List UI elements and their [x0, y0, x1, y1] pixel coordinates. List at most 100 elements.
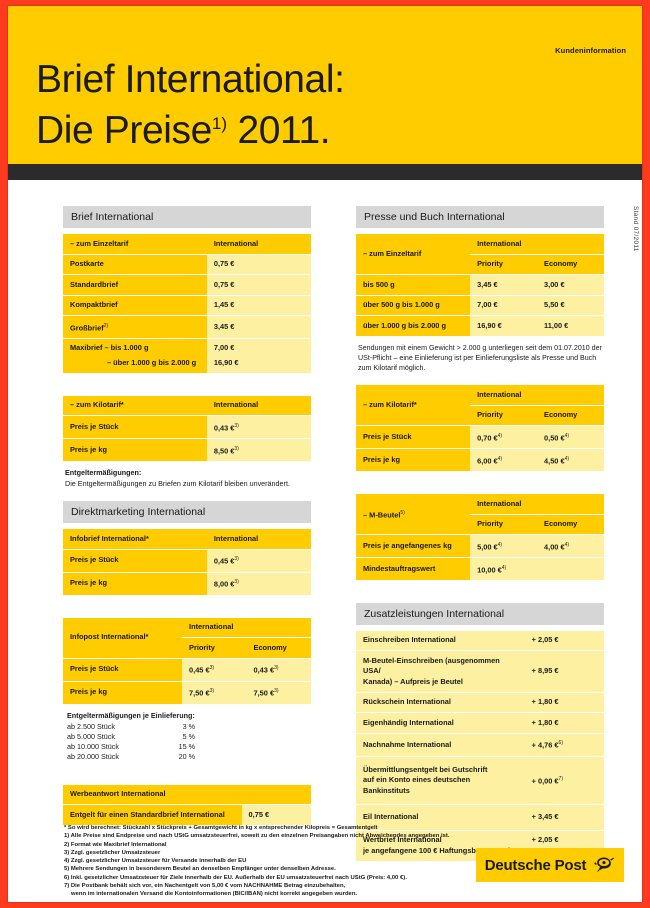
footnote-item: 1) Alle Preise sind Endpreise und nach U…	[64, 833, 450, 840]
footnote-item: 3) Zzgl. gesetzlicher Umsatzsteuer	[64, 849, 161, 856]
table-row: M-Beutel-Einschreiben (ausgenommen USA/ …	[356, 650, 604, 693]
footnote-marker: 4)	[564, 432, 570, 439]
row-value-priority: 7,50 €3)	[182, 681, 247, 705]
row-label: bis 500 g	[356, 274, 471, 296]
row-value-economy: 3,00 €	[537, 274, 604, 296]
document-sheet: Kundeninformation Brief International: D…	[8, 6, 642, 902]
discount-row: ab 5.000 Stück 5 %	[67, 732, 309, 742]
col-header-tarif: – zum Einzeltarif	[63, 234, 207, 255]
footnote-marker: 4)	[497, 455, 503, 462]
row-value: 0,43 €3)	[206, 415, 311, 440]
row-label: Maxibrief – bis 1.000 g	[63, 338, 207, 356]
footnote-marker: 4)	[497, 432, 503, 439]
table-header-row: – zum Einzeltarif International	[63, 234, 311, 255]
table-row: Preis je kg 7,50 €3) 7,50 €3)	[63, 681, 311, 705]
footnote-marker: 4)	[497, 541, 503, 548]
table-brief-kilotarif: – zum Kilotarif* International Preis je …	[63, 395, 311, 463]
table-row: Preis je Stück 0,70 €4) 0,50 €4)	[356, 425, 604, 450]
row-value: + 1,80 €	[524, 692, 604, 714]
col-header-economy: Economy	[537, 514, 604, 536]
col-header-werbeantwort: Werbeantwort International	[63, 784, 242, 806]
row-value-text: 5,00 €	[477, 542, 498, 552]
table-werbeantwort: Werbeantwort International Entgelt für e…	[63, 784, 311, 826]
row-value-text: 0,50 €	[544, 433, 565, 443]
footnote-marker: 4)	[501, 564, 507, 571]
row-value: 16,90 €	[206, 355, 311, 374]
row-label-text: Großbrief	[70, 322, 104, 332]
row-label: Preis je kg	[63, 681, 183, 705]
row-value-text: + 4,76 €	[531, 740, 559, 750]
col-header-infopost: Infopost International*	[63, 617, 183, 659]
col-header-international: International	[182, 617, 311, 639]
footnote-marker: 6)	[558, 740, 563, 747]
deutsche-post-logo: Deutsche Post	[476, 848, 624, 882]
discount-qty: ab 2.500 Stück	[67, 721, 115, 731]
row-value-priority: 3,45 €	[470, 274, 538, 296]
table-row: Standardbrief 0,75 €	[63, 274, 311, 296]
col-header-tarif: – zum Kilotarif*	[356, 385, 471, 427]
row-value-text: 8,50 €	[213, 446, 235, 456]
table-row: bis 500 g 3,45 € 3,00 €	[356, 274, 604, 296]
col-header-international: International	[470, 494, 604, 515]
note-title: Entgeltermäßigungen:	[65, 468, 142, 478]
row-label: Preis je Stück	[63, 549, 207, 573]
table-brief-einzeltarif: – zum Einzeltarif International Postkart…	[63, 234, 311, 374]
col-header-empty	[241, 784, 311, 806]
table-subheader-row: Priority Economy	[356, 254, 604, 275]
row-value: 0,75 €	[206, 254, 311, 275]
footnote-marker: 7)	[558, 776, 563, 783]
table-header-row: – M-Beutel5) International	[356, 494, 604, 536]
discount-qty: ab 5.000 Stück	[67, 732, 115, 741]
table-row: Rückschein International + 1,80 €	[356, 692, 604, 714]
row-label: über 500 g bis 1.000 g	[356, 295, 471, 316]
row-label: Preis je angefangenes kg	[356, 534, 471, 559]
row-label: Preis je kg	[63, 438, 207, 463]
table-subheader-row: Priority Economy	[356, 405, 604, 427]
table-m-beutel: – M-Beutel5) International Priority Econ…	[356, 494, 604, 581]
row-label: Übermittlungsentgelt bei Gutschrift auf …	[356, 756, 525, 806]
stand-date: Stand 07/2011	[632, 206, 639, 252]
row-value-priority: 0,70 €4)	[470, 425, 538, 450]
title-line-1: Brief International:	[36, 58, 345, 101]
discount-pct: 3 %	[182, 721, 195, 731]
discount-pct: 5 %	[182, 732, 195, 741]
table-row: Kompaktbrief 1,45 €	[63, 295, 311, 316]
col-header-priority: Priority	[470, 254, 538, 275]
row-value-text: 7,50 €	[189, 688, 210, 698]
row-value-text: 0,43 €	[213, 423, 235, 433]
footnote-marker: 3)	[234, 556, 239, 563]
row-value: 0,75 €	[241, 804, 311, 826]
col-header-international: International	[470, 385, 604, 406]
table-infobrief: Infobrief International* International P…	[63, 529, 311, 596]
footnote-marker: 3)	[209, 665, 215, 672]
row-value-economy: 11,00 €	[537, 315, 604, 337]
row-value-priority: 5,00 €4)	[470, 534, 538, 559]
section-zusatzleistungen: Zusatzleistungen International	[356, 602, 604, 625]
table-infopost: Infopost International* International Pr…	[63, 617, 311, 705]
section-presse-und-buch: Presse und Buch International	[356, 206, 604, 228]
row-label: Rückschein International	[356, 692, 525, 714]
row-label: Mindestauftragswert	[356, 557, 471, 581]
row-value: 10,00 €4)	[470, 557, 604, 581]
title-footnote-marker: 1)	[211, 114, 228, 133]
row-value: + 3,45 €	[524, 804, 604, 831]
col-header-tarif: – zum Kilotarif*	[63, 395, 207, 417]
row-value-economy: 0,43 €3)	[246, 658, 311, 682]
table-row: über 500 g bis 1.000 g 7,00 € 5,50 €	[356, 295, 604, 316]
footnote-marker: 3)	[274, 688, 279, 695]
footnote-marker: 3)	[234, 422, 239, 429]
table-header-row: – zum Einzeltarif International	[356, 234, 604, 275]
col-header-international: International	[206, 234, 311, 255]
table-header-row: Werbeantwort International	[63, 784, 311, 806]
row-value: 3,45 €	[206, 315, 311, 339]
row-value-priority: 6,00 €4)	[470, 448, 538, 473]
row-label: Einschreiben International	[356, 630, 525, 652]
note-text: Die Entgeltermäßigungen zu Briefen zum K…	[65, 478, 290, 488]
row-value-economy: 4,00 €4)	[537, 534, 604, 559]
discount-qty: ab 10.000 Stück	[67, 742, 119, 752]
col-header-international: International	[206, 529, 311, 550]
row-label: – über 1.000 g bis 2.000 g	[63, 355, 207, 374]
row-label: Eigenhändig International	[356, 712, 525, 734]
row-value: + 4,76 €6)	[524, 733, 604, 757]
row-value-text: 7,50 €	[253, 688, 275, 698]
